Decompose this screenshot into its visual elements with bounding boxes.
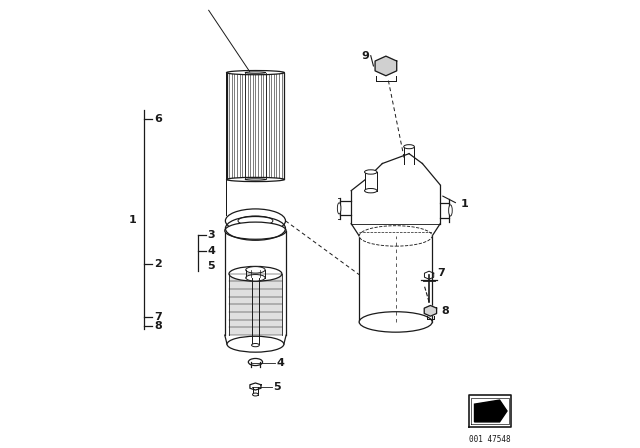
Ellipse shape <box>253 393 259 396</box>
Text: 001 47548: 001 47548 <box>470 435 511 444</box>
Ellipse shape <box>449 205 452 216</box>
Bar <box>229 274 282 335</box>
Text: 8: 8 <box>442 306 449 316</box>
Polygon shape <box>375 56 397 76</box>
Ellipse shape <box>248 358 262 366</box>
Text: 4: 4 <box>207 246 215 256</box>
Ellipse shape <box>245 72 266 73</box>
Ellipse shape <box>238 216 273 226</box>
Ellipse shape <box>225 222 286 239</box>
Bar <box>227 73 284 180</box>
Polygon shape <box>424 306 436 316</box>
Text: 7: 7 <box>154 313 162 323</box>
Text: 5: 5 <box>273 382 280 392</box>
Ellipse shape <box>252 344 259 347</box>
Ellipse shape <box>227 177 284 181</box>
Text: 2: 2 <box>154 259 162 269</box>
Ellipse shape <box>365 170 377 174</box>
Text: 1: 1 <box>129 215 136 224</box>
Ellipse shape <box>246 275 265 281</box>
Text: 8: 8 <box>154 321 162 332</box>
Ellipse shape <box>337 203 341 214</box>
Text: 3: 3 <box>207 230 215 240</box>
Polygon shape <box>474 400 507 422</box>
Ellipse shape <box>404 145 414 149</box>
Ellipse shape <box>365 189 377 193</box>
Ellipse shape <box>225 209 285 233</box>
Bar <box>365 172 377 191</box>
Ellipse shape <box>359 226 432 246</box>
Ellipse shape <box>227 336 284 352</box>
Text: 9: 9 <box>361 51 369 61</box>
Ellipse shape <box>359 312 432 332</box>
Ellipse shape <box>245 179 266 180</box>
Ellipse shape <box>227 70 284 75</box>
Text: 6: 6 <box>154 114 162 125</box>
Ellipse shape <box>246 267 265 273</box>
Text: 1: 1 <box>460 199 468 209</box>
Text: 4: 4 <box>276 358 284 368</box>
Text: 5: 5 <box>207 261 215 271</box>
Text: 7: 7 <box>437 268 445 278</box>
Ellipse shape <box>229 267 282 281</box>
